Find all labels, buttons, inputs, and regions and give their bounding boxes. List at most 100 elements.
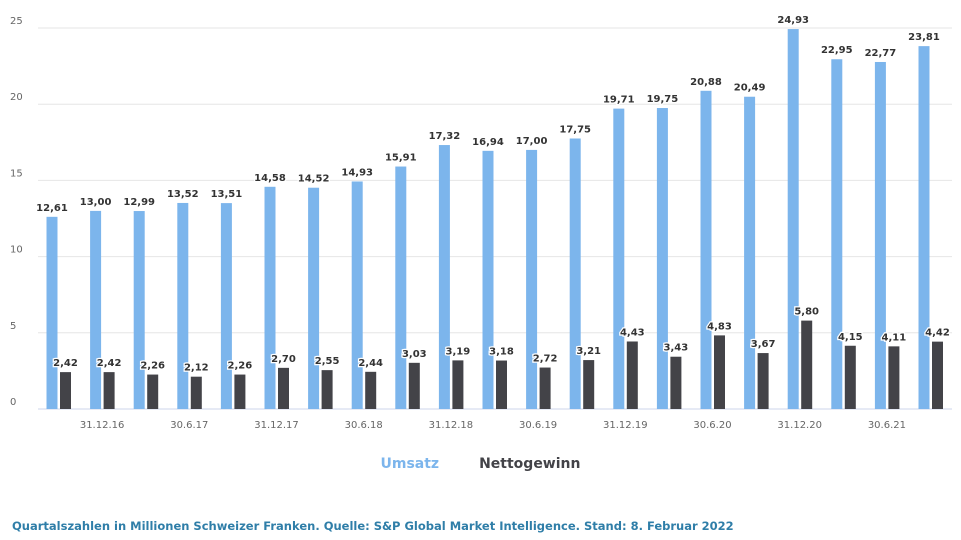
data-label-nettogewinn: 2,42 [97, 358, 122, 369]
bar-umsatz[interactable] [482, 150, 494, 409]
bar-umsatz[interactable] [351, 181, 363, 409]
data-label-nettogewinn: 3,03 [402, 349, 427, 360]
bar-nettogewinn[interactable] [888, 346, 900, 409]
data-label-umsatz: 22,77 [865, 48, 897, 59]
bar-nettogewinn[interactable] [190, 376, 202, 409]
bar-nettogewinn[interactable] [539, 367, 551, 409]
bar-umsatz[interactable] [613, 108, 625, 409]
y-tick-label: 10 [10, 245, 23, 256]
bar-umsatz[interactable] [308, 187, 320, 409]
bar-umsatz[interactable] [744, 96, 756, 410]
bar-nettogewinn[interactable] [452, 360, 464, 409]
bar-nettogewinn[interactable] [60, 372, 71, 409]
data-label-umsatz: 15,91 [385, 153, 417, 164]
bar-nettogewinn[interactable] [757, 353, 769, 409]
legend-item-umsatz[interactable]: Umsatz [380, 456, 440, 472]
bar-umsatz[interactable] [787, 29, 799, 409]
bar-umsatz[interactable] [700, 90, 712, 409]
data-label-nettogewinn: 2,72 [533, 354, 558, 365]
data-label-nettogewinn: 4,43 [620, 327, 645, 338]
data-label-umsatz: 12,61 [36, 203, 68, 214]
bar-umsatz[interactable] [395, 166, 407, 409]
bar-nettogewinn[interactable] [714, 335, 725, 409]
bar-umsatz[interactable] [90, 210, 102, 409]
bar-umsatz[interactable] [220, 203, 232, 409]
bar-nettogewinn[interactable] [844, 345, 856, 409]
data-label-umsatz: 22,95 [821, 45, 853, 56]
data-label-nettogewinn: 2,26 [228, 361, 253, 372]
bar-umsatz[interactable] [264, 186, 276, 409]
data-label-nettogewinn: 2,70 [271, 354, 296, 365]
data-label-umsatz: 13,51 [211, 189, 243, 200]
data-label-nettogewinn: 2,44 [358, 358, 383, 369]
y-tick-label: 5 [10, 321, 16, 332]
x-tick-label: 31.12.18 [429, 420, 474, 431]
data-label-nettogewinn: 3,67 [751, 339, 776, 350]
data-label-umsatz: 19,71 [603, 95, 635, 106]
x-tick-label: 31.12.20 [777, 420, 822, 431]
source-note: Quartalszahlen in Millionen Schweizer Fr… [12, 519, 734, 533]
bar-umsatz[interactable] [438, 145, 450, 409]
x-tick-label: 30.6.19 [519, 420, 557, 431]
data-label-nettogewinn: 3,43 [664, 343, 689, 354]
bar-nettogewinn[interactable] [626, 341, 638, 409]
data-label-umsatz: 23,81 [908, 32, 940, 43]
y-tick-label: 20 [10, 92, 23, 103]
bar-nettogewinn[interactable] [278, 367, 289, 409]
bar-nettogewinn[interactable] [670, 356, 682, 409]
bar-nettogewinn[interactable] [932, 341, 943, 409]
x-tick-label: 30.6.17 [170, 420, 208, 431]
data-label-umsatz: 17,32 [429, 131, 461, 142]
data-label-umsatz: 12,99 [123, 197, 155, 208]
legend-item-nettogewinn[interactable]: Nettogewinn [479, 456, 581, 472]
bar-umsatz[interactable] [133, 211, 145, 409]
bar-nettogewinn[interactable] [496, 360, 507, 409]
data-label-nettogewinn: 4,83 [707, 321, 732, 332]
data-label-nettogewinn: 2,26 [140, 361, 165, 372]
bar-nettogewinn[interactable] [801, 320, 813, 409]
data-label-umsatz: 24,93 [777, 15, 809, 26]
bar-umsatz[interactable] [569, 138, 581, 410]
data-label-nettogewinn: 2,42 [53, 358, 78, 369]
bar-umsatz[interactable] [874, 61, 886, 409]
bar-nettogewinn[interactable] [408, 362, 420, 409]
data-label-umsatz: 14,93 [341, 167, 373, 178]
bar-nettogewinn[interactable] [583, 360, 595, 409]
data-label-umsatz: 20,88 [690, 77, 722, 88]
bar-umsatz[interactable] [656, 108, 668, 409]
legend: Umsatz Nettogewinn [0, 456, 961, 472]
x-tick-label: 30.6.20 [693, 420, 731, 431]
data-label-nettogewinn: 4,11 [882, 332, 907, 343]
data-label-umsatz: 20,49 [734, 83, 766, 94]
data-label-nettogewinn: 3,21 [576, 346, 601, 357]
x-tick-label: 31.12.19 [603, 420, 648, 431]
y-tick-label: 25 [10, 16, 23, 27]
bar-umsatz[interactable] [177, 202, 189, 409]
bar-nettogewinn[interactable] [147, 374, 159, 409]
data-label-umsatz: 17,00 [516, 136, 548, 147]
bar-nettogewinn[interactable] [103, 372, 115, 409]
bar-nettogewinn[interactable] [234, 374, 246, 409]
data-label-nettogewinn: 3,18 [489, 347, 514, 358]
data-label-umsatz: 19,75 [647, 94, 679, 105]
bar-umsatz[interactable] [831, 59, 843, 409]
x-tick-label: 30.6.18 [345, 420, 383, 431]
bar-umsatz[interactable] [526, 149, 538, 410]
data-label-nettogewinn: 2,55 [315, 356, 340, 367]
bar-nettogewinn[interactable] [365, 371, 377, 409]
data-label-umsatz: 13,52 [167, 189, 199, 200]
data-label-umsatz: 14,58 [254, 173, 286, 184]
data-label-umsatz: 13,00 [80, 197, 112, 208]
data-label-nettogewinn: 4,15 [838, 332, 863, 343]
data-label-nettogewinn: 2,12 [184, 363, 209, 374]
bar-umsatz[interactable] [918, 46, 930, 410]
y-tick-label: 0 [10, 397, 16, 408]
x-tick-label: 31.12.16 [80, 420, 125, 431]
x-tick-label: 31.12.17 [254, 420, 299, 431]
bar-nettogewinn[interactable] [321, 370, 333, 409]
data-label-nettogewinn: 4,42 [925, 328, 950, 339]
data-label-umsatz: 17,75 [559, 124, 591, 135]
data-label-nettogewinn: 3,19 [446, 346, 471, 357]
bar-chart: 0 5 10 15 20 25 12,61 13,00 12,99 13,52 13,51 14,58… [10, 14, 952, 431]
bar-umsatz[interactable] [46, 216, 58, 409]
